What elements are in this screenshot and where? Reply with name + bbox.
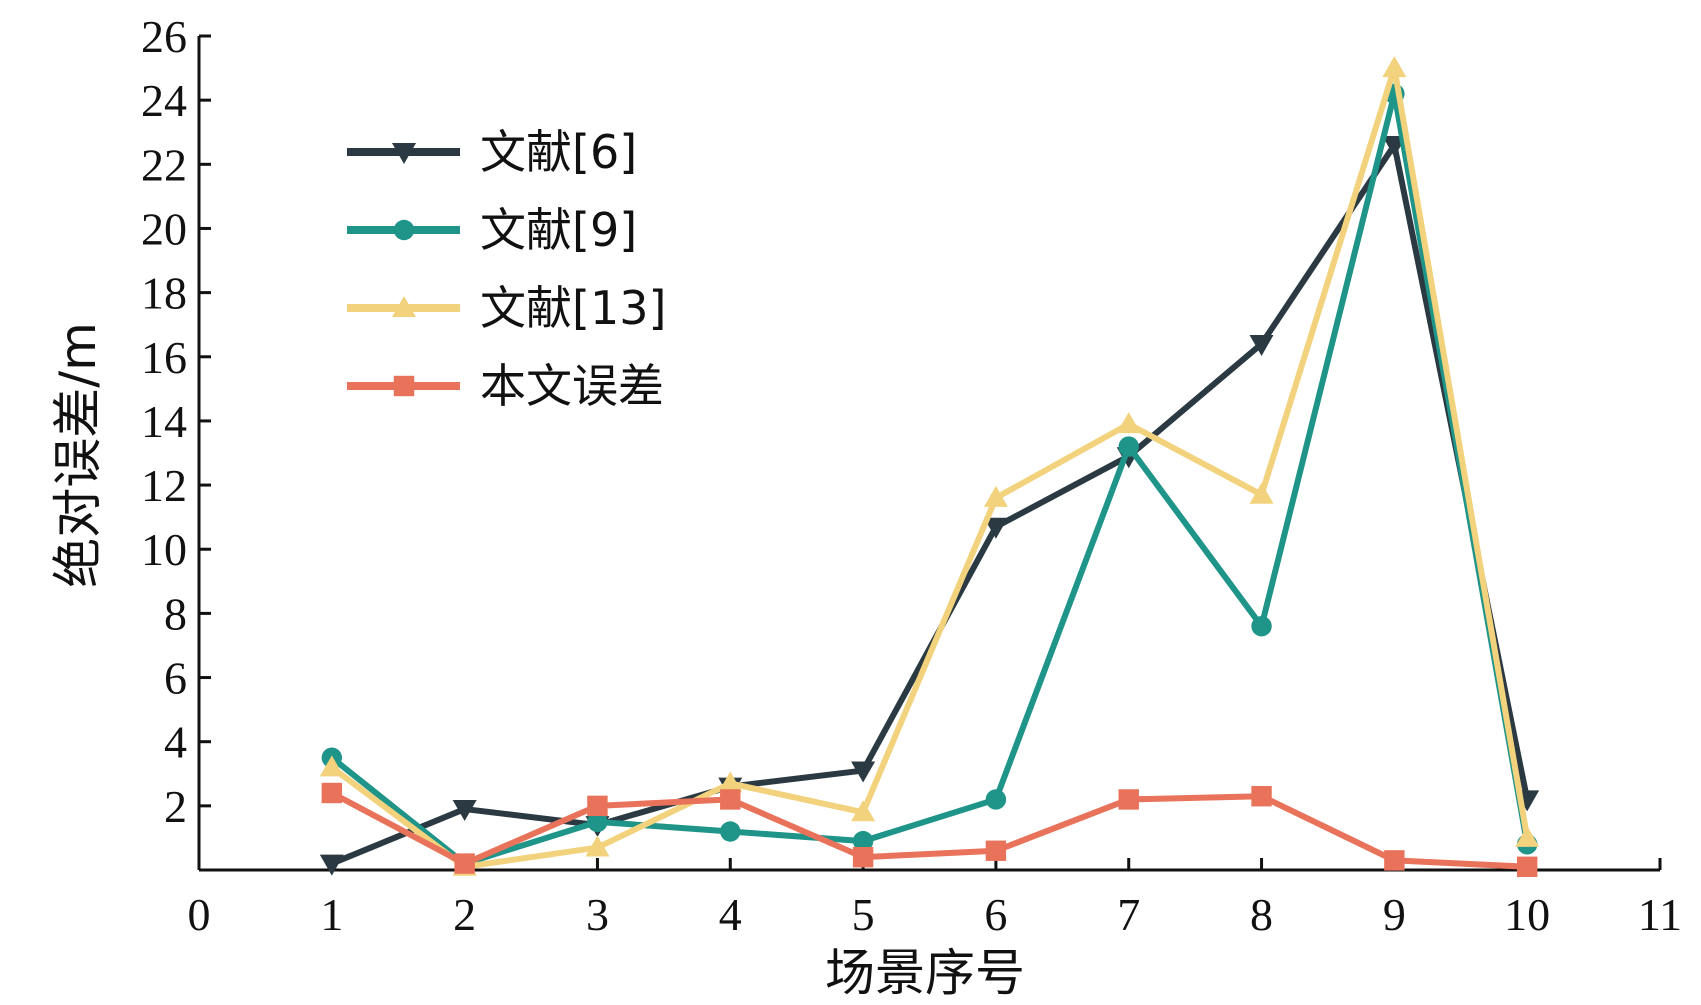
legend-item: 文献[9] bbox=[347, 203, 637, 257]
data-point bbox=[851, 800, 876, 822]
x-tick-label: 9 bbox=[1383, 889, 1406, 940]
x-tick-label: 11 bbox=[1638, 889, 1682, 940]
data-point bbox=[392, 143, 416, 164]
x-tick-label: 2 bbox=[453, 889, 476, 940]
data-point bbox=[585, 835, 610, 857]
y-axis-title: 绝对误差/m bbox=[49, 322, 107, 588]
y-tick-label: 22 bbox=[141, 139, 187, 190]
x-tick-label: 10 bbox=[1504, 889, 1550, 940]
data-point bbox=[1118, 436, 1139, 457]
y-tick-label: 2 bbox=[164, 781, 187, 832]
series-line bbox=[329, 90, 1531, 867]
legend-label: 文献[6] bbox=[480, 125, 637, 179]
x-tick-label: 5 bbox=[852, 889, 875, 940]
data-point bbox=[852, 830, 874, 852]
data-point bbox=[983, 517, 1008, 539]
y-tick-label: 10 bbox=[141, 524, 187, 575]
legend-label: 文献[9] bbox=[480, 203, 637, 257]
data-point bbox=[983, 485, 1008, 507]
data-point bbox=[1118, 789, 1139, 810]
legend-item: 本文误差 bbox=[347, 359, 664, 413]
data-point bbox=[1251, 786, 1272, 807]
data-point bbox=[587, 811, 608, 833]
y-tick-label: 16 bbox=[141, 332, 187, 383]
legend-item: 文献[13] bbox=[347, 281, 666, 335]
data-point bbox=[452, 800, 477, 822]
data-point bbox=[1515, 825, 1540, 847]
data-point bbox=[1116, 412, 1141, 434]
data-point bbox=[852, 846, 874, 868]
x-tick-label: 0 bbox=[188, 889, 211, 940]
series-4 bbox=[321, 782, 1538, 877]
data-point bbox=[1516, 856, 1538, 877]
data-point bbox=[1382, 56, 1407, 78]
x-tick-label: 1 bbox=[320, 889, 343, 940]
y-tick-label: 24 bbox=[141, 75, 187, 126]
data-point bbox=[454, 853, 475, 874]
data-point bbox=[392, 296, 416, 317]
data-point bbox=[720, 821, 741, 842]
y-tick-label: 6 bbox=[164, 653, 187, 704]
y-tick-label: 26 bbox=[141, 11, 187, 62]
data-point bbox=[1251, 616, 1272, 637]
data-point bbox=[587, 795, 608, 817]
x-tick-label: 4 bbox=[719, 889, 742, 940]
data-point bbox=[393, 375, 415, 397]
data-point bbox=[393, 219, 415, 241]
data-point bbox=[319, 755, 344, 777]
x-tick-label: 7 bbox=[1117, 889, 1140, 940]
data-point bbox=[1249, 334, 1274, 356]
y-tick-label: 14 bbox=[141, 396, 187, 447]
data-point bbox=[720, 789, 741, 810]
series-line bbox=[330, 65, 1531, 870]
plot-area bbox=[319, 56, 1540, 877]
legend-label: 本文误差 bbox=[480, 359, 664, 413]
data-point bbox=[718, 771, 743, 793]
legend: 文献[6] 文献[9] 文献[13] 本文误差 bbox=[347, 125, 666, 413]
series-3 bbox=[319, 56, 1540, 876]
y-tick-label: 8 bbox=[164, 588, 187, 639]
x-axis-title: 场景序号 bbox=[825, 944, 1025, 1002]
data-point bbox=[985, 840, 1007, 861]
y-tick-label: 18 bbox=[141, 268, 187, 319]
y-tick-label: 4 bbox=[164, 717, 187, 768]
data-point bbox=[321, 782, 343, 804]
series-line bbox=[330, 790, 1528, 870]
legend-item: 文献[6] bbox=[347, 125, 637, 179]
legend-label: 文献[13] bbox=[480, 281, 666, 335]
y-tick-label: 20 bbox=[141, 203, 187, 254]
data-point bbox=[319, 854, 344, 876]
x-tick-label: 8 bbox=[1250, 889, 1273, 940]
data-point bbox=[851, 761, 876, 783]
data-point bbox=[1249, 482, 1274, 504]
x-tick-label: 3 bbox=[586, 889, 609, 940]
data-point bbox=[1384, 850, 1405, 871]
data-point bbox=[985, 789, 1007, 810]
y-tick-label: 12 bbox=[141, 460, 187, 511]
x-tick-label: 6 bbox=[984, 889, 1007, 940]
